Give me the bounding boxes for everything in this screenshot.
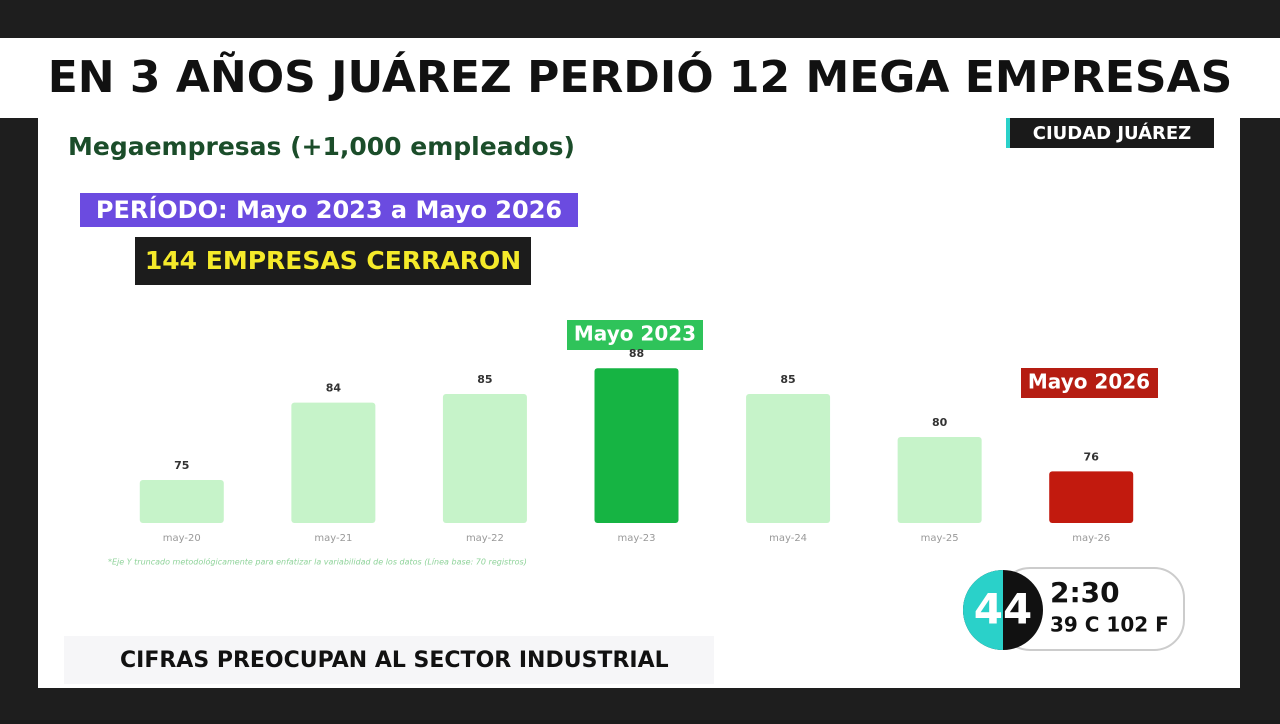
x-tick-label: may-25 (921, 533, 959, 544)
chart-title: Megaempresas (+1,000 empleados) (68, 132, 575, 161)
bar (442, 394, 527, 523)
bar (139, 480, 224, 523)
chart-note: *Eje Y truncado metodológicamente para e… (108, 557, 527, 567)
ticker-bar (64, 636, 714, 684)
bar (594, 368, 679, 523)
bar (291, 402, 376, 523)
value-label: 80 (932, 416, 948, 429)
x-tick-label: may-24 (769, 533, 807, 544)
x-tick-label: may-26 (1072, 533, 1110, 544)
bar (1049, 471, 1134, 523)
logo-half (963, 570, 1003, 650)
value-label: 85 (477, 373, 492, 386)
value-label: 84 (326, 382, 342, 395)
x-tick-label: may-20 (163, 533, 201, 544)
x-tick-label: may-22 (466, 533, 504, 544)
period: PERÍODO: Mayo 2023 a Mayo 2026 (96, 195, 562, 224)
bar (897, 437, 982, 523)
value-label: 76 (1084, 450, 1100, 463)
value-label: 85 (780, 373, 795, 386)
header-bar (0, 38, 1280, 118)
value-label: 75 (174, 459, 189, 472)
annotation: Mayo 2023 (574, 322, 696, 346)
value-label: 88 (629, 347, 644, 360)
closed-box (135, 237, 531, 285)
period-box (80, 193, 578, 227)
annotation-box (1021, 368, 1158, 398)
logo: 44 (974, 585, 1032, 634)
bar (746, 394, 831, 523)
x-tick-label: may-21 (314, 533, 352, 544)
closed: 144 EMPRESAS CERRARON (145, 246, 521, 275)
annotation-box (567, 320, 703, 350)
clock-time: 2:30 (1050, 576, 1120, 609)
ticker: CIFRAS PREOCUPAN AL SECTOR INDUSTRIAL (120, 648, 669, 673)
x-tick-label: may-23 (618, 533, 656, 544)
annotation: Mayo 2026 (1028, 370, 1150, 394)
clock-weather: 39 C 102 F (1050, 613, 1169, 637)
location-accent (1006, 118, 1010, 148)
headline: EN 3 AÑOS JUÁREZ PERDIÓ 12 MEGA EMPRESAS (48, 50, 1233, 103)
location: CIUDAD JUÁREZ (1033, 122, 1192, 144)
location-box (1006, 118, 1214, 148)
